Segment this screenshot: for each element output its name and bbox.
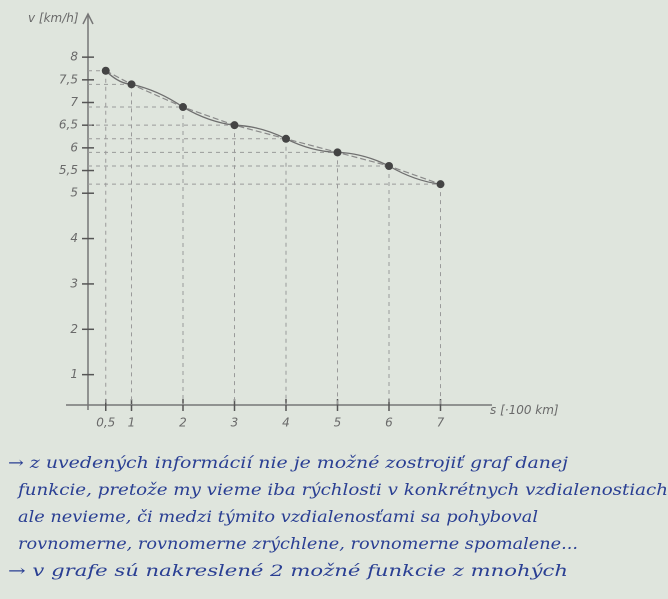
y-tick-label: 5 — [70, 186, 78, 200]
chart: v [km/h] s [·100 km] 1 2 3 4 5 5,5 6 6,5 7 7,5 8 0,… — [0, 0, 668, 599]
y-tick-label: 3 — [70, 276, 78, 290]
y-tick-label: 6,5 — [59, 118, 78, 132]
y-tick-label: 1 — [70, 367, 78, 381]
y-tick-label: 7,5 — [59, 72, 78, 86]
y-tick-label: 8 — [70, 50, 78, 64]
x-tick-label: 5 — [334, 416, 342, 430]
point — [334, 148, 342, 156]
y-tick-label: 4 — [70, 231, 78, 245]
y-tick-label: 5,5 — [59, 163, 78, 177]
note-line: ale nevieme, či medzi týmito vzdialenosť… — [18, 507, 538, 526]
point — [128, 80, 136, 88]
point — [102, 67, 110, 75]
x-axis-label: s [·100 km] — [490, 403, 559, 417]
x-tick-label: 3 — [231, 416, 239, 430]
y-axis-label: v [km/h] — [28, 11, 79, 25]
y-tick-label: 2 — [70, 322, 78, 336]
point — [231, 121, 239, 129]
point — [385, 162, 393, 170]
x-tick-label: 2 — [179, 416, 187, 430]
x-tick-label: 0,5 — [96, 416, 115, 430]
point — [179, 103, 187, 111]
note-line: → v grafe sú nakreslené 2 možné funkcie … — [8, 561, 568, 580]
note-line: funkcie, pretože my vieme iba rýchlosti … — [17, 480, 668, 499]
y-tick-label: 6 — [70, 140, 78, 154]
note-line: rovnomerne, rovnomerne zrýchlene, rovnom… — [18, 534, 578, 553]
note-line: → z uvedených informácií nie je možné zo… — [8, 453, 568, 472]
point — [282, 135, 290, 143]
x-tick-label: 4 — [282, 416, 290, 430]
x-tick-label: 6 — [385, 416, 393, 430]
x-tick-label: 1 — [128, 416, 136, 430]
y-tick-label: 7 — [70, 95, 78, 109]
point — [437, 180, 445, 188]
x-tick-label: 7 — [437, 416, 445, 430]
